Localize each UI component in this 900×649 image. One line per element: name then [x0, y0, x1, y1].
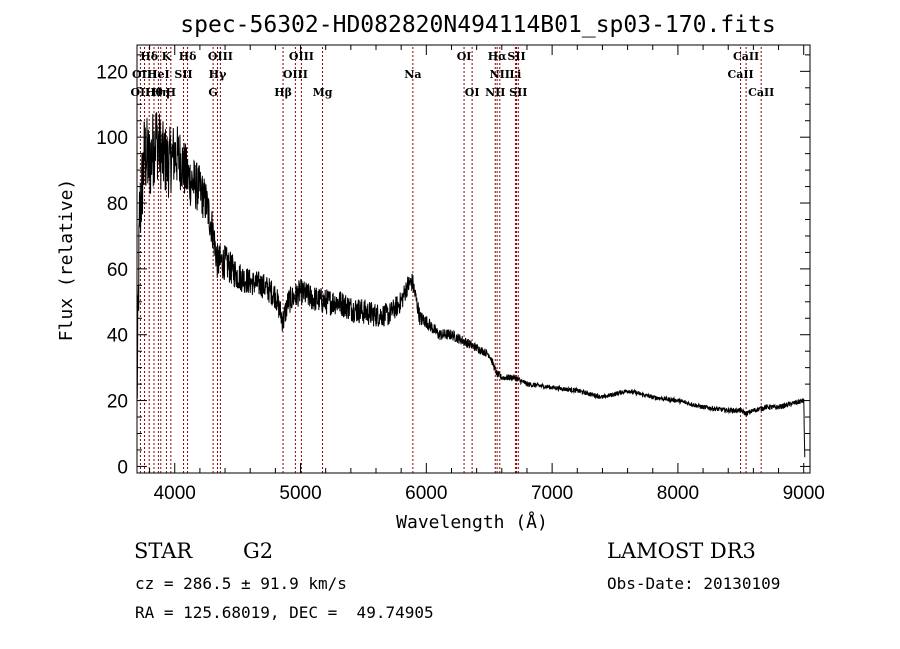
y-tick-label: 60: [107, 260, 128, 281]
object-class: STAR: [134, 539, 193, 563]
spectral-line-label: Hη: [152, 86, 170, 99]
spectral-line-label: Mg: [313, 86, 333, 99]
spectral-line-label: G: [208, 86, 217, 99]
spectral-line-label: SII: [509, 86, 527, 99]
spectral-line-label: SII: [507, 50, 525, 63]
spectral-line-label: H: [166, 86, 176, 99]
spectral-line-label: Hθ: [145, 86, 163, 99]
spectral-line-label: HeI: [147, 68, 170, 81]
spectral-line-label: SII: [174, 68, 192, 81]
x-tick-label: 5000: [279, 483, 321, 504]
x-axis-label: Wavelength (Å): [396, 511, 548, 533]
chart-title: spec-56302-HD082820N494114B01_sp03-170.f…: [180, 12, 775, 38]
y-axis-label: Flux (relative): [56, 179, 77, 342]
x-tick-label: 4000: [154, 483, 196, 504]
spectral-line-label: Hα: [488, 50, 507, 63]
spectral-line-label: Hδ: [140, 50, 158, 63]
spectrum-series-line: [136, 112, 806, 458]
spectral-line-label: Hγ: [209, 68, 227, 81]
x-tick-label: 7000: [531, 483, 573, 504]
x-tick-label: 6000: [405, 483, 447, 504]
observation-date: Obs-Date: 20130109: [607, 574, 781, 593]
y-tick-label: 20: [107, 392, 128, 413]
y-tick-label: 0: [117, 457, 128, 478]
spectral-line-label: NII: [485, 86, 505, 99]
plot-frame: [136, 44, 811, 474]
spectral-line-label: CaII: [748, 86, 774, 99]
spectral-line-label: OIII: [283, 68, 308, 81]
y-tick-label: 100: [96, 128, 128, 149]
x-tick-label: 8000: [657, 483, 699, 504]
x-tick-label: 9000: [783, 483, 825, 504]
spectral-lines-group: [139, 47, 762, 473]
spectral-line-label: Hβ: [274, 86, 292, 99]
spectral-line-label: NII: [490, 68, 510, 81]
y-tick-label: 40: [107, 326, 128, 347]
coordinates: RA = 125.68019, DEC = 49.74905: [135, 603, 434, 622]
spectral-line-label: OI: [457, 50, 472, 63]
spectral-line-label: Li: [509, 68, 521, 81]
spectral-line-label: OIII: [289, 50, 314, 63]
spectral-line-label: OI: [465, 86, 480, 99]
spectral-line-label: CaII: [733, 50, 759, 63]
axis-ticks: 4000 5000 6000 7000 8000 9000 0 20 40 60 80 100 120: [96, 45, 825, 504]
survey-name: LAMOST DR3: [607, 539, 756, 563]
spectral-line-label: Na: [404, 68, 421, 81]
y-tick-label: 80: [107, 194, 128, 215]
spectral-line-label: OII: [130, 86, 150, 99]
redshift-cz: cz = 286.5 ± 91.9 km/s: [135, 574, 347, 593]
spectral-line-label: Hδ: [179, 50, 197, 63]
object-subclass: G2: [243, 539, 274, 563]
y-tick-label: 120: [96, 62, 128, 83]
spectral-line-label: CaII: [727, 68, 753, 81]
spectral-line-label: OIII: [208, 50, 233, 63]
spectral-line-label: K: [162, 50, 172, 63]
